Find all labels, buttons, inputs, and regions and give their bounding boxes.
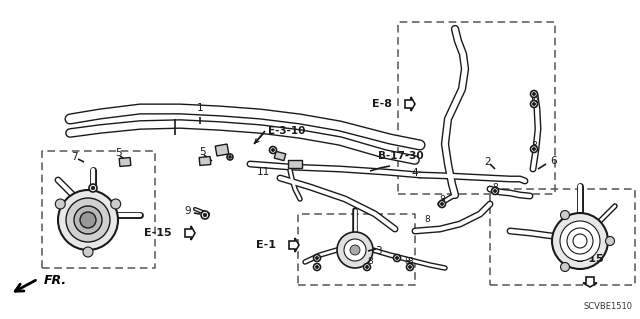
Circle shape [573, 234, 587, 248]
Circle shape [408, 265, 412, 269]
Text: 4: 4 [412, 168, 419, 178]
Text: FR.: FR. [44, 275, 67, 287]
Text: 8: 8 [367, 257, 373, 266]
Text: SCVBE1510: SCVBE1510 [583, 302, 632, 311]
Text: 9: 9 [185, 206, 191, 216]
Circle shape [493, 189, 497, 193]
Circle shape [560, 221, 600, 261]
Circle shape [314, 255, 321, 262]
Text: E-8: E-8 [372, 99, 392, 109]
Circle shape [531, 100, 538, 108]
Bar [275, 151, 285, 161]
Circle shape [201, 211, 209, 219]
Text: 8: 8 [404, 257, 410, 266]
Text: 3: 3 [374, 246, 381, 256]
Circle shape [561, 211, 570, 219]
Polygon shape [583, 277, 597, 287]
Polygon shape [289, 238, 299, 252]
Text: 8: 8 [532, 97, 538, 106]
Circle shape [228, 156, 231, 158]
Circle shape [406, 263, 413, 271]
Circle shape [74, 206, 102, 234]
Text: 1: 1 [196, 103, 204, 113]
Circle shape [605, 236, 614, 246]
Circle shape [58, 190, 118, 250]
Text: 11: 11 [257, 167, 269, 177]
Text: 8: 8 [407, 257, 413, 266]
Text: 2: 2 [484, 157, 492, 167]
Polygon shape [185, 226, 195, 240]
Circle shape [314, 263, 321, 271]
Bar [215, 144, 228, 156]
Circle shape [80, 212, 96, 228]
Text: E-15: E-15 [576, 254, 604, 264]
Circle shape [271, 148, 275, 152]
Circle shape [364, 263, 371, 271]
Circle shape [567, 228, 593, 254]
Circle shape [365, 265, 369, 269]
Text: 6: 6 [550, 156, 557, 166]
Circle shape [316, 256, 319, 260]
Bar [288, 160, 302, 168]
Circle shape [552, 213, 608, 269]
Circle shape [66, 198, 110, 242]
Circle shape [531, 91, 538, 98]
Text: 8: 8 [492, 182, 498, 191]
Circle shape [316, 265, 319, 269]
Circle shape [227, 154, 233, 160]
Circle shape [92, 186, 95, 190]
Circle shape [532, 102, 536, 106]
Text: 8: 8 [531, 140, 537, 150]
Circle shape [561, 263, 570, 271]
Circle shape [492, 188, 499, 195]
Text: E-3-10: E-3-10 [268, 126, 305, 136]
Text: 7: 7 [70, 152, 77, 162]
Text: E-1: E-1 [256, 240, 276, 250]
Circle shape [89, 184, 97, 192]
Circle shape [83, 247, 93, 257]
Circle shape [55, 199, 65, 209]
Circle shape [337, 232, 373, 268]
Text: 5: 5 [198, 147, 205, 157]
Circle shape [440, 203, 444, 205]
Bar [119, 158, 131, 167]
Text: E-15: E-15 [145, 228, 172, 238]
Text: 8: 8 [424, 214, 430, 224]
Circle shape [394, 255, 401, 262]
Circle shape [111, 199, 121, 209]
Circle shape [269, 146, 276, 153]
Text: B-17-30: B-17-30 [378, 151, 424, 161]
Polygon shape [405, 97, 415, 111]
Circle shape [204, 213, 207, 217]
Circle shape [344, 239, 366, 261]
Circle shape [532, 147, 536, 151]
Circle shape [350, 245, 360, 255]
Circle shape [532, 93, 536, 96]
Circle shape [438, 201, 445, 207]
Circle shape [531, 145, 538, 152]
Bar [199, 157, 211, 166]
Circle shape [396, 256, 399, 260]
Text: 5: 5 [115, 148, 122, 158]
Text: 8: 8 [439, 196, 445, 204]
